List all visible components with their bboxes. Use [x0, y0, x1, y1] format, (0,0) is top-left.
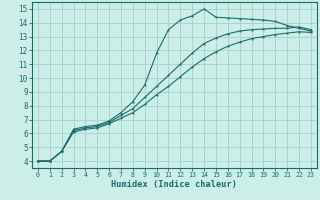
X-axis label: Humidex (Indice chaleur): Humidex (Indice chaleur)	[111, 180, 237, 189]
